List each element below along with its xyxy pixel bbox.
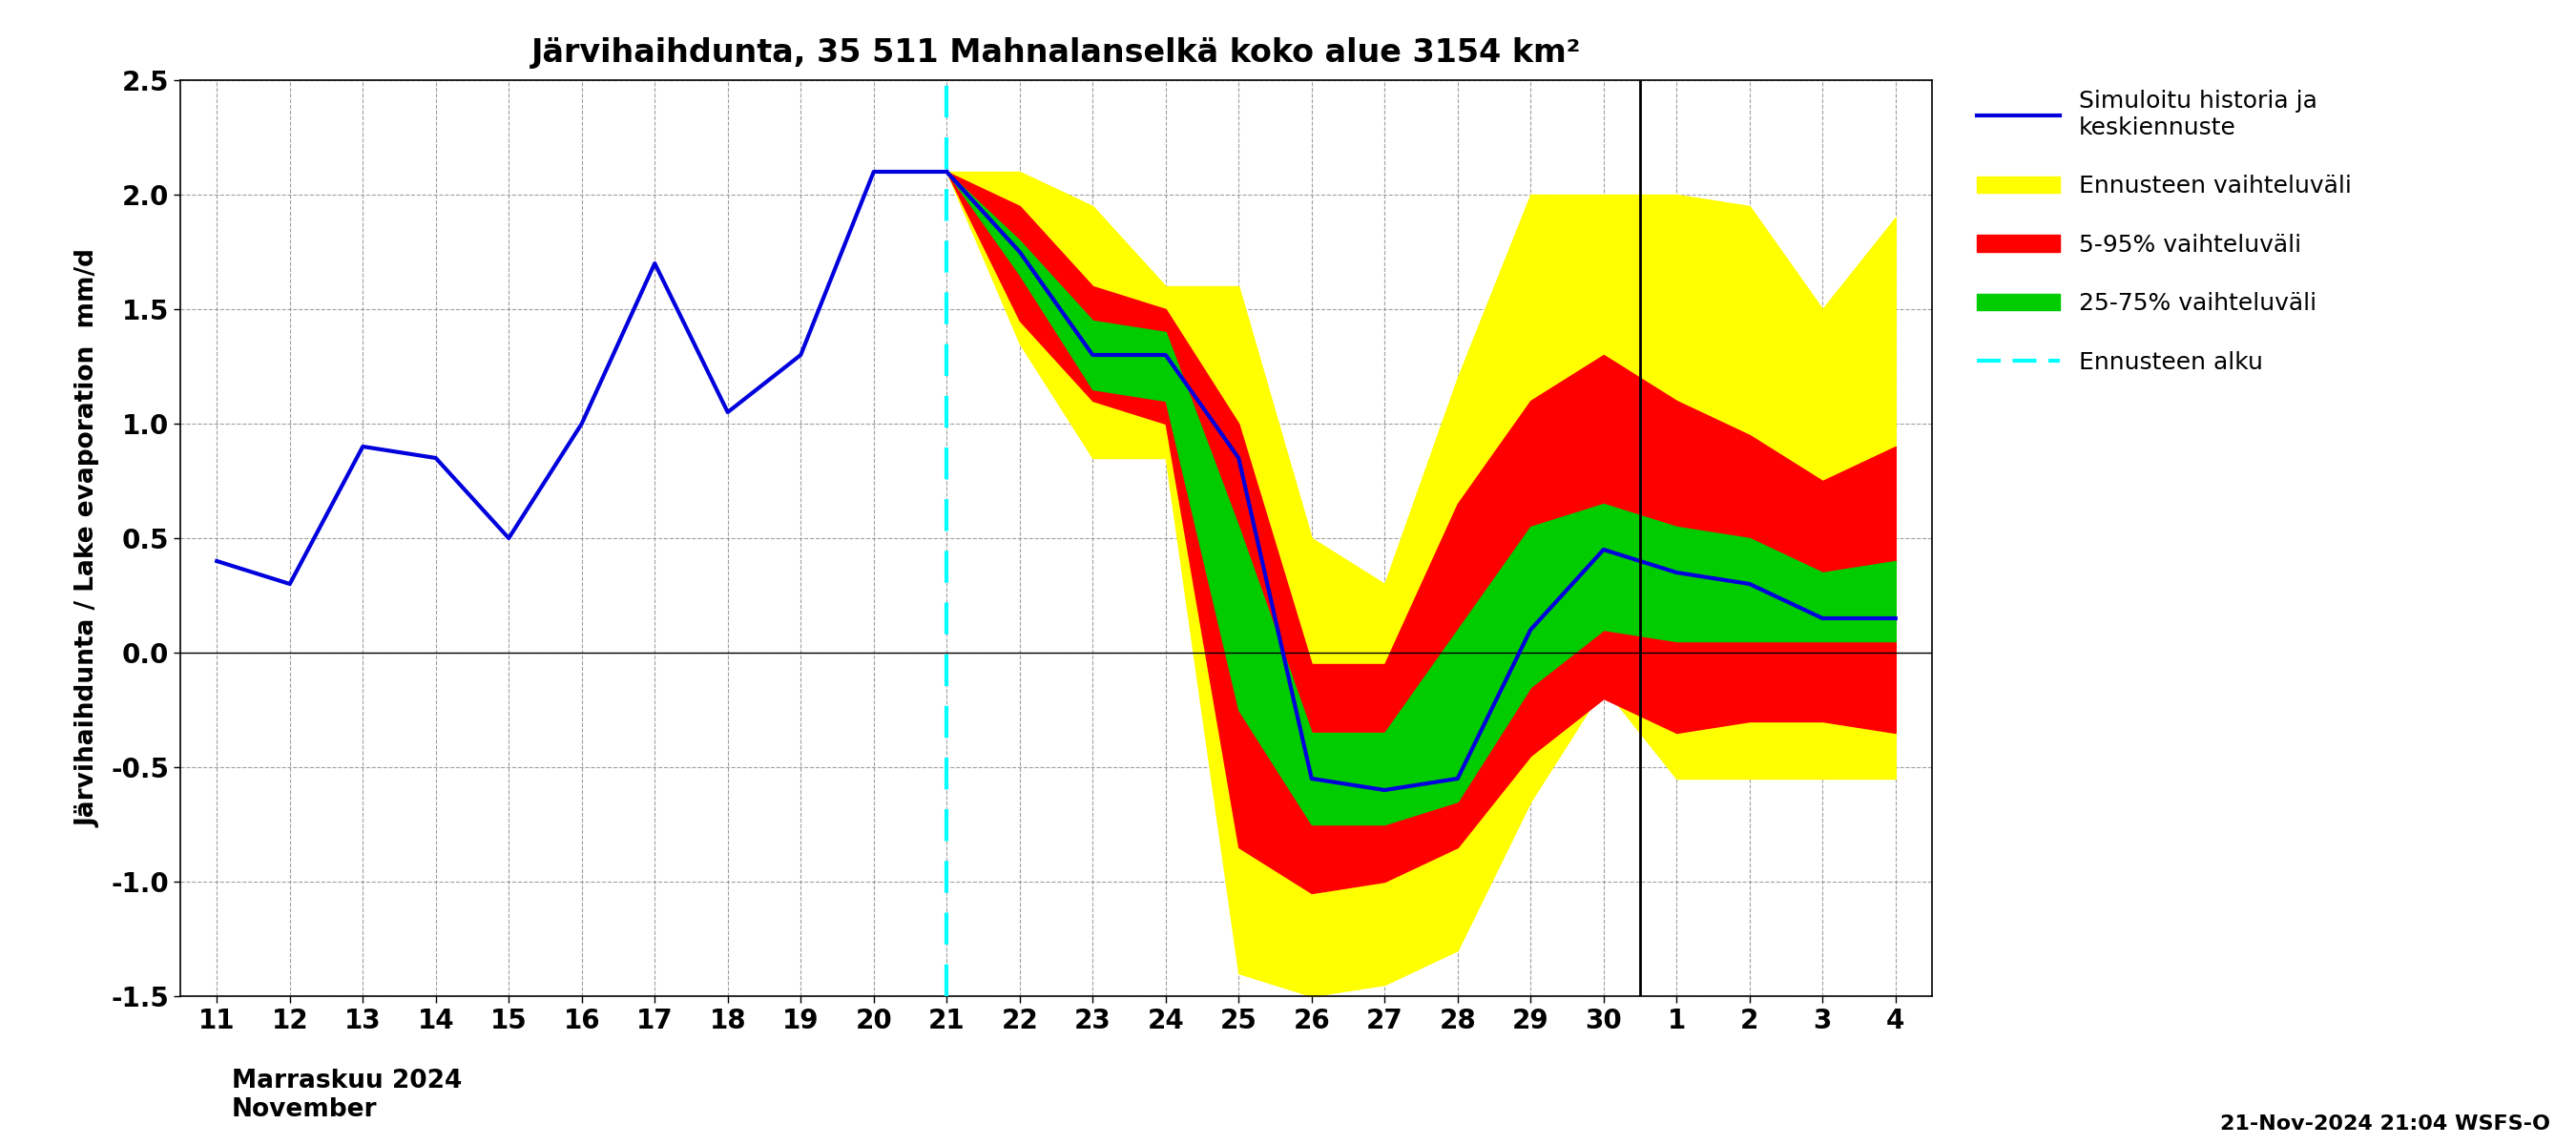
Title: Järvihaihdunta, 35 511 Mahnalanselkä koko alue 3154 km²: Järvihaihdunta, 35 511 Mahnalanselkä kok… bbox=[531, 37, 1582, 69]
Y-axis label: Järvihaihdunta / Lake evaporation  mm/d: Järvihaihdunta / Lake evaporation mm/d bbox=[75, 248, 100, 827]
Text: 21-Nov-2024 21:04 WSFS-O: 21-Nov-2024 21:04 WSFS-O bbox=[2221, 1114, 2550, 1134]
Legend: Simuloitu historia ja
keskiennuste, Ennusteen vaihteluväli, 5-95% vaihteluväli, : Simuloitu historia ja keskiennuste, Ennu… bbox=[1968, 80, 2362, 384]
Text: Marraskuu 2024
November: Marraskuu 2024 November bbox=[232, 1068, 461, 1122]
